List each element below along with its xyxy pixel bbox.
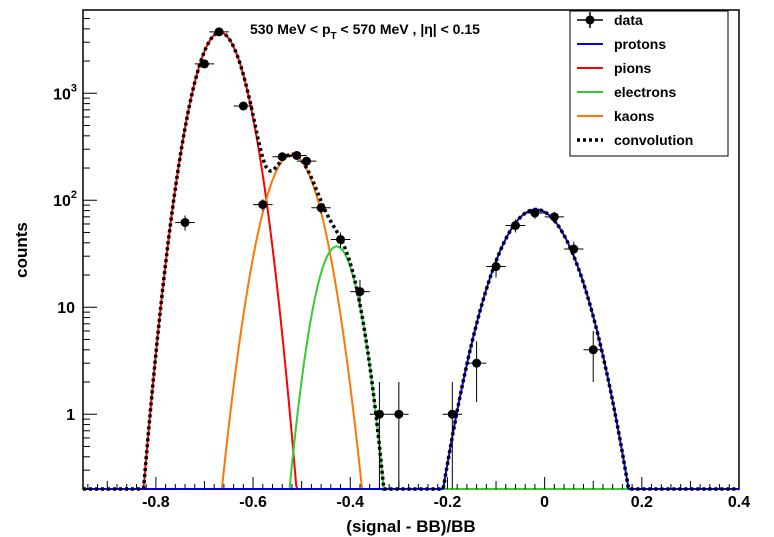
legend-marker [585, 15, 595, 25]
data-point [209, 27, 229, 37]
chart-title-suffix: < 570 MeV , |η| < 0.15 [337, 21, 480, 37]
legend-item-kaons: kaons [577, 108, 655, 124]
curve-kaons [83, 153, 739, 490]
data-points [175, 27, 603, 489]
data-point [369, 382, 390, 489]
data-marker [569, 244, 579, 254]
data-marker [355, 287, 365, 297]
data-point [442, 382, 463, 489]
data-marker [374, 409, 384, 419]
legend-box [569, 10, 729, 157]
data-point [583, 330, 603, 383]
legend-item-data: data [577, 12, 643, 28]
x-axis-title: (signal - BB)/BB [346, 517, 475, 536]
data-point [330, 232, 351, 248]
x-tick-label: 0.4 [728, 494, 750, 511]
x-tick-label: -0.2 [434, 494, 462, 511]
legend-label: convolution [614, 132, 693, 148]
y-axis-title: counts [12, 222, 31, 278]
x-tick-label: -0.6 [239, 494, 267, 511]
data-marker [238, 101, 248, 111]
data-marker [258, 200, 268, 210]
data-point [253, 199, 273, 211]
data-marker [588, 345, 598, 355]
x-tick-label: -0.4 [336, 494, 364, 511]
legend-item-protons: protons [577, 36, 666, 52]
data-point [194, 59, 215, 69]
data-marker [447, 409, 457, 419]
data-point [486, 257, 506, 278]
data-point [505, 219, 526, 233]
legend-label: protons [614, 36, 666, 52]
chart-title: 530 MeV < pT < 570 MeV , |η| < 0.15 [250, 21, 480, 42]
y-tick-label: 10 [57, 300, 75, 317]
data-point [544, 211, 565, 223]
data-point [564, 241, 584, 258]
x-tick-label: 0.2 [631, 494, 653, 511]
legend-item-electrons: electrons [577, 84, 676, 100]
legend-item-pions: pions [577, 60, 652, 76]
data-marker [292, 150, 302, 160]
data-point [272, 152, 292, 162]
data-point [350, 279, 370, 305]
chart-title-prefix: 530 MeV < p [250, 21, 331, 37]
chart-title-subscript: T [331, 31, 337, 42]
y-axis: 1 10 102 103 [53, 9, 97, 490]
data-point [311, 202, 331, 214]
y-tick-label: 102 [53, 189, 77, 210]
data-point [525, 207, 545, 219]
legend: data protons pions electrons kaons convolutio… [569, 10, 729, 157]
data-marker [394, 409, 404, 419]
data-point [287, 150, 307, 160]
legend-item-convolution: convolution [577, 132, 693, 148]
legend-label: kaons [614, 108, 655, 124]
data-marker [214, 27, 224, 37]
y-tick-label: 1 [66, 407, 75, 424]
curve-protons [83, 208, 739, 490]
data-point [233, 101, 254, 111]
legend-label: pions [614, 60, 652, 76]
legend-label: data [614, 12, 643, 28]
data-marker [277, 152, 287, 162]
data-marker [316, 203, 326, 213]
data-marker [549, 212, 559, 222]
y-tick-label: 103 [53, 82, 77, 103]
data-point [389, 382, 409, 489]
x-tick-label: 0 [540, 494, 549, 511]
data-marker [510, 221, 520, 231]
data-marker [180, 217, 190, 227]
x-tick-label: -0.8 [142, 494, 170, 511]
data-marker [199, 59, 209, 69]
data-point [466, 341, 487, 403]
data-marker [472, 358, 482, 368]
curve-electrons [83, 245, 739, 490]
data-point [175, 215, 195, 231]
data-point [296, 156, 317, 166]
data-marker [491, 262, 501, 272]
data-marker [302, 156, 312, 166]
data-marker [336, 234, 346, 244]
data-marker [530, 208, 540, 218]
x-axis: -0.8 -0.6 -0.4 -0.2 0 0.2 0.4 [87, 477, 750, 511]
legend-label: electrons [614, 84, 676, 100]
component-curves [83, 31, 739, 490]
